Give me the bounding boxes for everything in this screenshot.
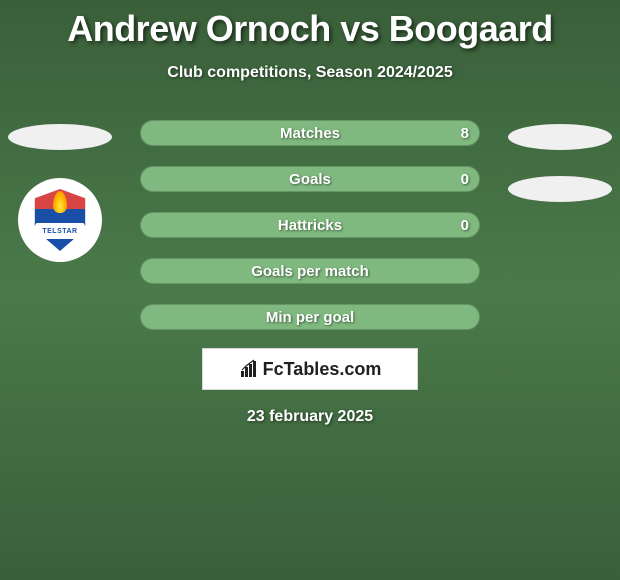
stat-value-right: 0 bbox=[461, 171, 469, 188]
stat-label: Goals bbox=[289, 171, 331, 188]
stat-label: Hattricks bbox=[278, 217, 342, 234]
club-badge-left: TELSTAR bbox=[18, 178, 102, 262]
stat-label: Min per goal bbox=[266, 309, 354, 326]
stat-bar-goals-per-match: Goals per match bbox=[140, 258, 480, 284]
badge-banner: TELSTAR bbox=[32, 223, 88, 239]
stat-value-right: 8 bbox=[461, 125, 469, 142]
subtitle: Club competitions, Season 2024/2025 bbox=[0, 64, 620, 82]
page-title: Andrew Ornoch vs Boogaard bbox=[0, 0, 620, 50]
stat-label: Matches bbox=[280, 125, 340, 142]
stat-bar-hattricks: Hattricks 0 bbox=[140, 212, 480, 238]
stat-label: Goals per match bbox=[251, 263, 369, 280]
player-avatar-right bbox=[508, 124, 612, 150]
chart-icon bbox=[239, 359, 259, 379]
club-badge-right bbox=[508, 176, 612, 202]
date-text: 23 february 2025 bbox=[0, 408, 620, 426]
stat-bar-matches: Matches 8 bbox=[140, 120, 480, 146]
player-avatar-left bbox=[8, 124, 112, 150]
stat-value-right: 0 bbox=[461, 217, 469, 234]
brand-text: FcTables.com bbox=[263, 359, 382, 380]
brand-badge[interactable]: FcTables.com bbox=[202, 348, 418, 390]
stat-bar-min-per-goal: Min per goal bbox=[140, 304, 480, 330]
stat-bar-goals: Goals 0 bbox=[140, 166, 480, 192]
badge-inner: TELSTAR bbox=[25, 185, 95, 255]
